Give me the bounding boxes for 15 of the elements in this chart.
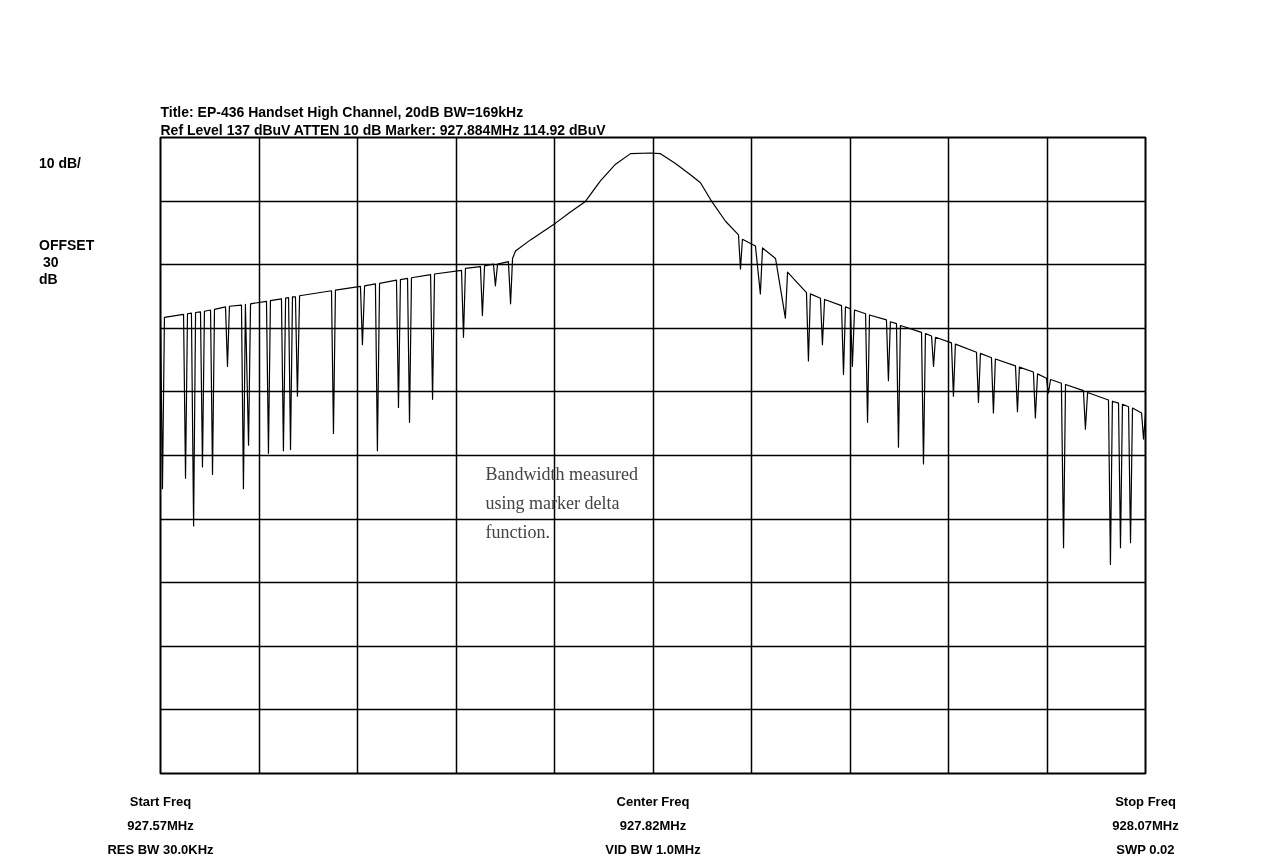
text: VID BW 1.0MHz (605, 841, 702, 857)
x-tick-label: 927.82MHz (619, 817, 687, 833)
text: Center Freq (616, 793, 690, 809)
text: OFFSET (39, 237, 95, 253)
x-tick-label: 927.57MHz (127, 817, 195, 833)
chart-subtitle: Ref Level 137 dBuV ATTEN 10 dB Marker: 927.884MHz 114.92 dBuV (160, 121, 607, 138)
text: 30 (43, 254, 59, 270)
text: SWP 0.02 (1116, 841, 1175, 857)
text: RES BW 30.0KHz (107, 841, 215, 857)
text: 10 dB/ (39, 155, 82, 171)
text: Stop Freq (1115, 793, 1176, 809)
chart-title: Title: EP-436 Handset High Channel, 20dB BW=169kHz (160, 103, 524, 120)
text: Start Freq (129, 793, 192, 809)
x-tick-label: 928.07MHz (1112, 817, 1180, 833)
text: dB (39, 271, 58, 287)
